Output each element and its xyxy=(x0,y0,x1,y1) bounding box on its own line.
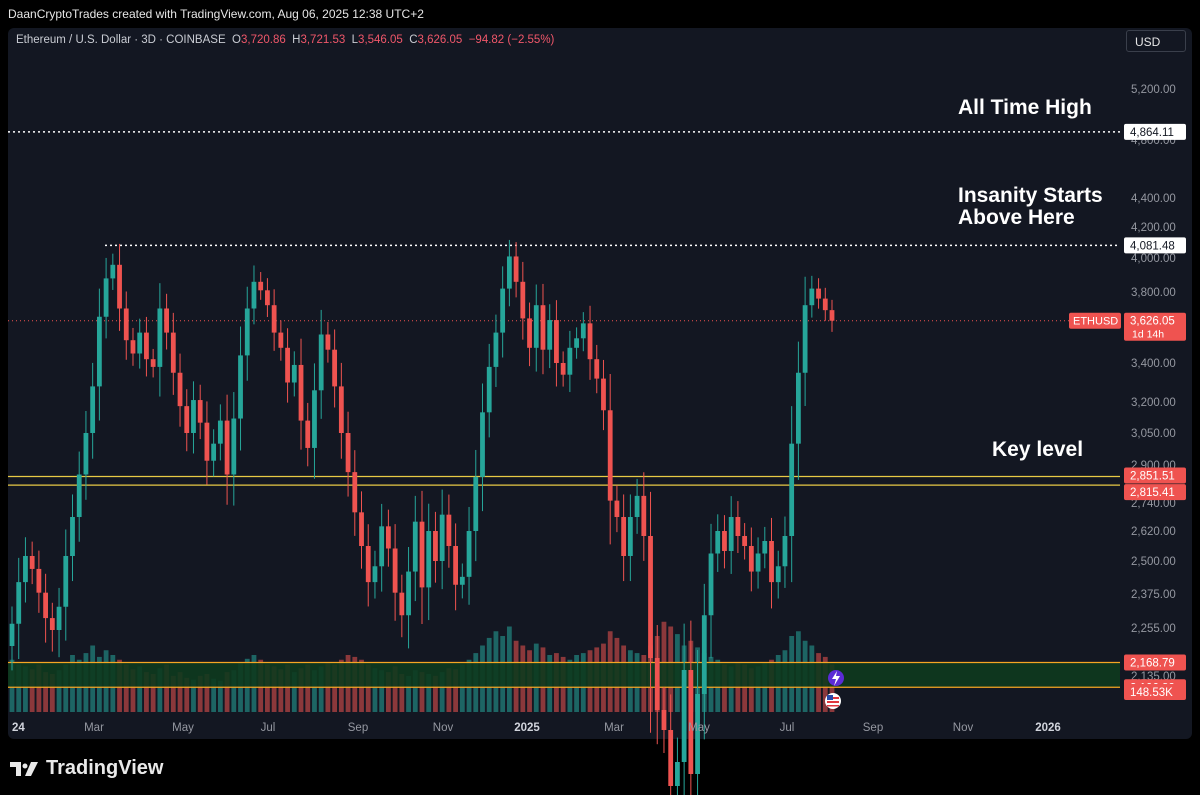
high-label: H xyxy=(292,34,301,46)
tradingview-brand: TradingView xyxy=(46,757,164,779)
open-value: 3,720.86 xyxy=(240,34,286,46)
chart-panel[interactable] xyxy=(8,28,1192,739)
close-value: 3,626.05 xyxy=(417,34,463,46)
candle-body xyxy=(675,762,680,786)
open-label: O xyxy=(232,34,241,46)
close-label: C xyxy=(409,34,418,46)
high-value: 3,721.53 xyxy=(300,34,346,46)
tradingview-logo: TradingView xyxy=(10,757,163,780)
low-value: 3,546.05 xyxy=(358,34,403,46)
low-label: L xyxy=(351,34,359,46)
currency-button[interactable]: USD xyxy=(1126,30,1186,52)
symbol-legend: Ethereum / U.S. Dollar · 3D · COINBASE O… xyxy=(16,34,554,46)
chart-credit: DaanCryptoTrades created with TradingVie… xyxy=(8,7,424,21)
tradingview-logo-icon xyxy=(10,761,38,776)
symbol-title: Ethereum / U.S. Dollar · 3D · COINBASE xyxy=(16,34,226,46)
change-value: −94.82 (−2.55%) xyxy=(468,34,555,46)
